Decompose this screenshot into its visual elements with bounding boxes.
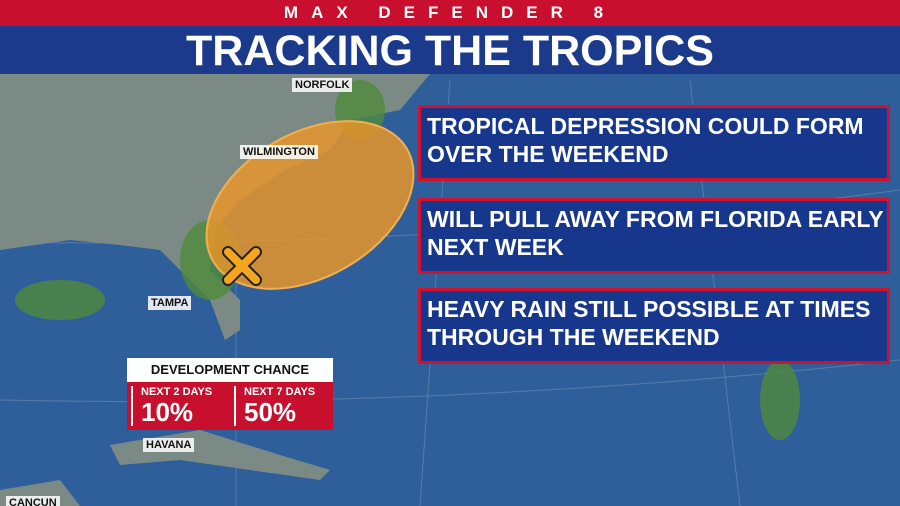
chance-value: 50% [244,397,297,427]
chance-column: NEXT 7 DAYS 50% [234,386,329,426]
city-label: NORFOLK [292,78,353,92]
chance-column: NEXT 2 DAYS 10% [131,386,226,426]
title-bar: TRACKING THE TROPICS [0,26,900,75]
bullet-box: TROPICAL DEPRESSION COULD FORM OVER THE … [418,105,890,181]
bullet-box: WILL PULL AWAY FROM FLORIDA EARLY NEXT W… [418,198,890,274]
city-label: CANCUN [6,496,60,506]
bullet-box: HEAVY RAIN STILL POSSIBLE AT TIMES THROU… [418,288,890,364]
city-label: TAMPA [148,296,192,310]
chance-value: 10% [141,397,194,427]
chance-label: NEXT 2 DAYS [141,386,213,398]
brand-bar: MAX DEFENDER 8 [0,0,900,26]
city-label: HAVANA [143,438,195,452]
development-box: DEVELOPMENT CHANCE NEXT 2 DAYS 10% NEXT 7… [127,358,333,430]
center-marker [222,246,262,286]
development-title: DEVELOPMENT CHANCE [127,358,333,382]
city-label: WILMINGTON [240,145,318,159]
development-body: NEXT 2 DAYS 10% NEXT 7 DAYS 50% [127,382,333,430]
chance-label: NEXT 7 DAYS [244,386,316,398]
